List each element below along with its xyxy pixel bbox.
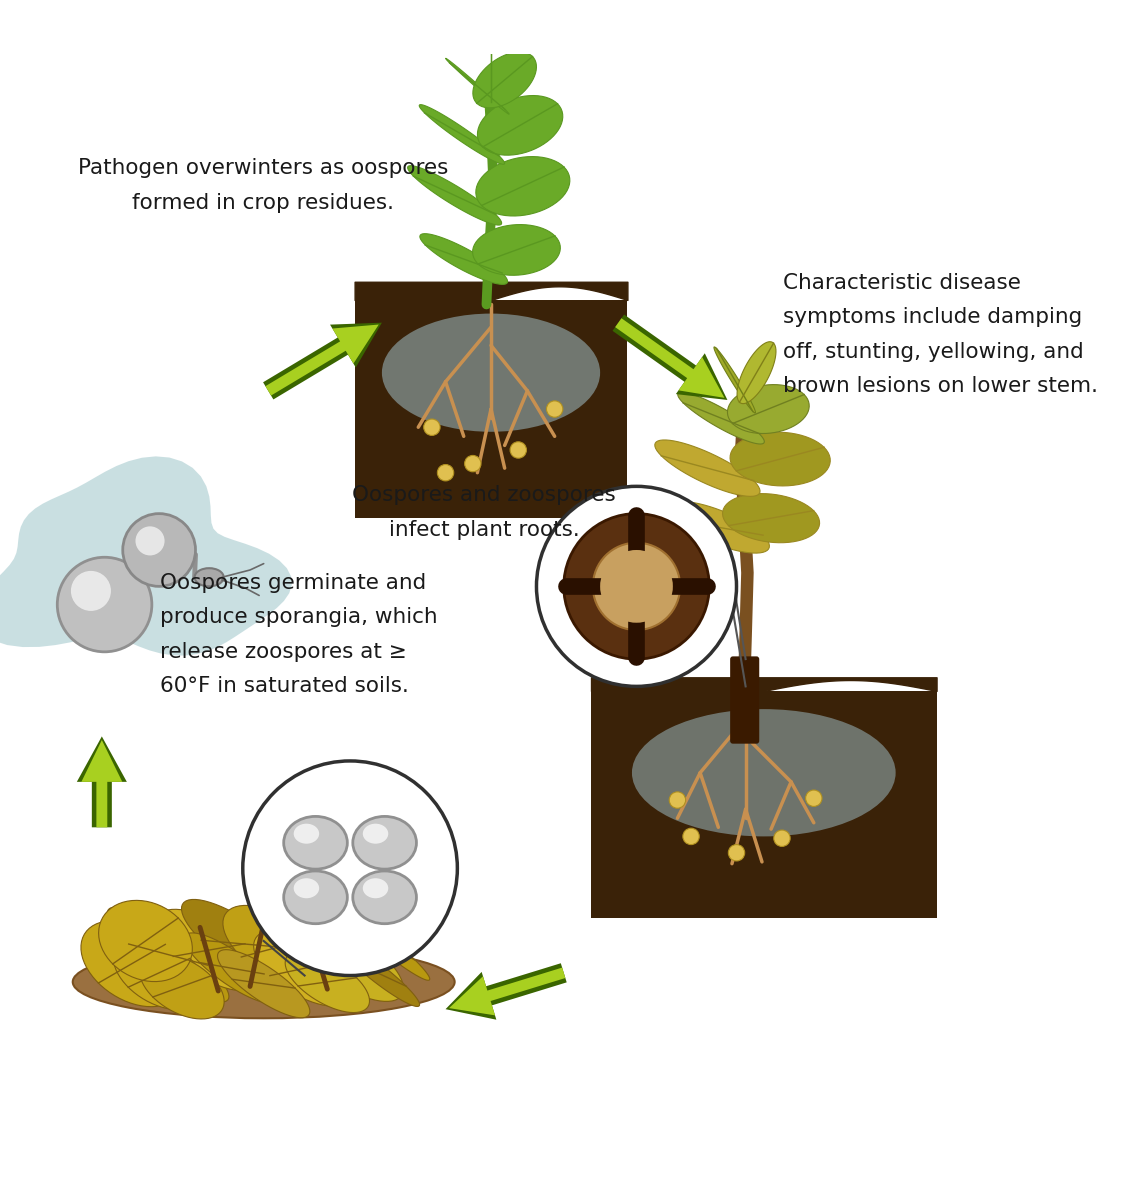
Polygon shape (667, 502, 769, 553)
Polygon shape (139, 954, 224, 1019)
Polygon shape (419, 104, 504, 164)
Ellipse shape (352, 871, 417, 924)
Text: Oospores and zoospores: Oospores and zoospores (352, 486, 616, 505)
Circle shape (546, 401, 563, 418)
Polygon shape (155, 910, 263, 991)
Polygon shape (334, 901, 429, 980)
Polygon shape (218, 949, 309, 1018)
Circle shape (729, 845, 744, 860)
Circle shape (510, 442, 527, 458)
Polygon shape (254, 930, 356, 1007)
Circle shape (424, 419, 440, 436)
Ellipse shape (382, 313, 600, 432)
Circle shape (564, 514, 709, 659)
Circle shape (670, 792, 685, 809)
Polygon shape (286, 952, 369, 1013)
Circle shape (593, 542, 680, 630)
Text: release zoospores at ≥: release zoospores at ≥ (160, 642, 407, 662)
Polygon shape (472, 52, 536, 108)
Polygon shape (678, 392, 765, 444)
Circle shape (465, 456, 482, 472)
Polygon shape (730, 432, 830, 486)
Ellipse shape (363, 823, 389, 844)
Text: 60°F in saturated soils.: 60°F in saturated soils. (160, 677, 409, 696)
Ellipse shape (352, 816, 417, 869)
Polygon shape (263, 323, 382, 400)
Ellipse shape (195, 568, 223, 587)
Polygon shape (615, 318, 724, 398)
Polygon shape (335, 940, 419, 1007)
Polygon shape (297, 923, 403, 1001)
Ellipse shape (363, 878, 389, 899)
Polygon shape (113, 936, 205, 1009)
Circle shape (536, 486, 736, 686)
Circle shape (242, 761, 458, 976)
Text: symptoms include damping: symptoms include damping (783, 307, 1082, 328)
Ellipse shape (632, 709, 896, 836)
Polygon shape (185, 932, 280, 1003)
Polygon shape (82, 740, 122, 827)
Polygon shape (77, 737, 127, 827)
Polygon shape (0, 456, 292, 655)
Circle shape (600, 550, 673, 623)
Polygon shape (723, 493, 819, 542)
Text: infect plant roots.: infect plant roots. (389, 520, 580, 540)
Ellipse shape (283, 871, 348, 924)
Circle shape (683, 828, 699, 845)
Polygon shape (449, 967, 565, 1015)
Polygon shape (445, 59, 509, 114)
FancyBboxPatch shape (591, 691, 937, 918)
Polygon shape (181, 900, 300, 988)
Circle shape (136, 527, 164, 556)
Text: produce sporangia, which: produce sporangia, which (160, 607, 437, 628)
Polygon shape (655, 440, 760, 497)
Polygon shape (714, 347, 756, 413)
Ellipse shape (293, 878, 320, 899)
Polygon shape (257, 910, 370, 1000)
Text: brown lesions on lower stem.: brown lesions on lower stem. (783, 377, 1098, 396)
Text: formed in crop residues.: formed in crop residues. (131, 193, 393, 212)
Polygon shape (223, 906, 332, 989)
Polygon shape (408, 166, 502, 226)
Circle shape (806, 790, 821, 806)
Circle shape (58, 557, 152, 652)
Polygon shape (80, 920, 182, 1007)
Text: Pathogen overwinters as oospores: Pathogen overwinters as oospores (77, 158, 448, 178)
Ellipse shape (283, 816, 348, 869)
Polygon shape (99, 900, 193, 982)
Polygon shape (472, 224, 561, 275)
Ellipse shape (73, 946, 454, 1019)
Polygon shape (108, 907, 229, 1002)
Text: Characteristic disease: Characteristic disease (783, 272, 1021, 293)
Polygon shape (476, 156, 570, 216)
Circle shape (71, 571, 111, 611)
Polygon shape (420, 234, 508, 284)
Text: off, stunting, yellowing, and: off, stunting, yellowing, and (783, 342, 1083, 361)
Circle shape (122, 514, 196, 587)
Polygon shape (738, 342, 776, 403)
Polygon shape (265, 324, 378, 396)
Circle shape (774, 830, 790, 846)
Polygon shape (477, 96, 563, 155)
Circle shape (437, 464, 453, 481)
Ellipse shape (293, 823, 320, 844)
Polygon shape (727, 385, 809, 433)
Polygon shape (613, 314, 727, 400)
FancyBboxPatch shape (355, 300, 628, 518)
Polygon shape (445, 964, 566, 1020)
FancyBboxPatch shape (730, 656, 759, 744)
Text: Oospores germinate and: Oospores germinate and (160, 572, 426, 593)
